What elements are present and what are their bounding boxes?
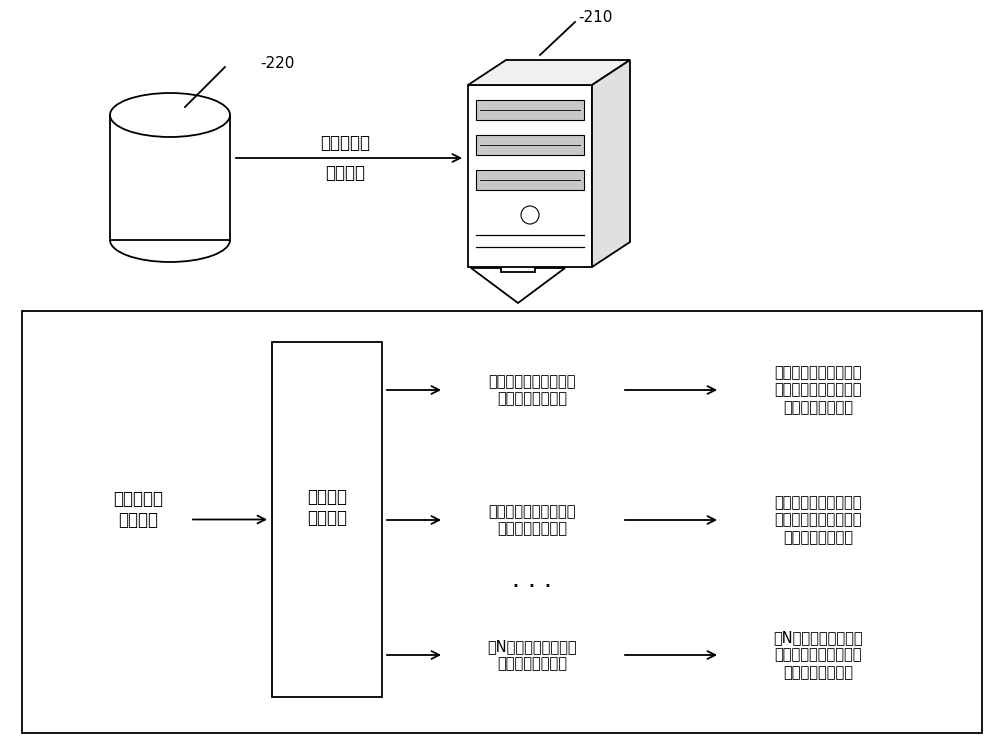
Bar: [110, 115, 230, 240]
Bar: [468, 85, 592, 267]
Text: 第一个时间单元对应的
参考时长内目标对象的
目标行为产生概率: 第一个时间单元对应的 参考时长内目标对象的 目标行为产生概率: [774, 365, 862, 415]
Bar: [272, 342, 382, 697]
Bar: [476, 100, 584, 120]
Bar: [476, 135, 584, 155]
Polygon shape: [468, 60, 630, 85]
Text: 第二个时间单元对应的
参考时长内目标对象的
目标行为产生概率: 第二个时间单元对应的 参考时长内目标对象的 目标行为产生概率: [774, 495, 862, 545]
Text: 第N个时间单元对应的
目标行为参考概率: 第N个时间单元对应的 目标行为参考概率: [487, 638, 577, 671]
Text: 第一个时间单元对应的
目标行为参考概率: 第一个时间单元对应的 目标行为参考概率: [488, 374, 576, 406]
Bar: [22, 311, 982, 733]
Text: 目标行为
预测模型: 目标行为 预测模型: [307, 488, 347, 527]
Polygon shape: [592, 60, 630, 267]
Polygon shape: [471, 268, 565, 303]
Text: -220: -220: [260, 55, 294, 71]
Text: 第二个时间单元对应的
目标行为参考概率: 第二个时间单元对应的 目标行为参考概率: [488, 504, 576, 536]
Text: 第N个时间单元对应的
参考时长内目标对象的
目标行为产生概率: 第N个时间单元对应的 参考时长内目标对象的 目标行为产生概率: [773, 630, 863, 680]
Text: -210: -210: [578, 10, 612, 25]
Circle shape: [521, 206, 539, 224]
Text: 目标对象的: 目标对象的: [320, 134, 370, 152]
Ellipse shape: [110, 93, 230, 137]
Text: · · ·: · · ·: [512, 575, 552, 600]
Text: 特征数据: 特征数据: [325, 164, 365, 182]
Bar: [476, 170, 584, 190]
Text: 目标对象的
特征数据: 目标对象的 特征数据: [113, 490, 163, 529]
